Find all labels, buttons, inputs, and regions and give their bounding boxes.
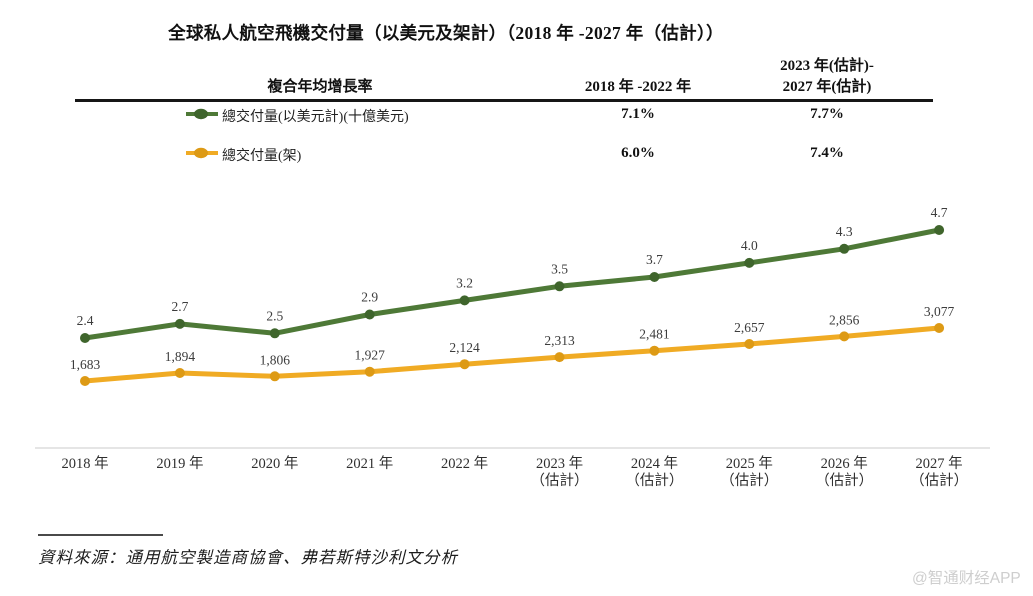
data-label-units: 2,313 [544,333,575,348]
x-axis-label: 2024 年（估計） [625,456,684,489]
data-point-usd [934,225,945,235]
series-line-usd [82,227,942,341]
data-point-units [174,368,185,378]
table-header-period-2-line2: 2027 年(估計) [782,79,872,95]
data-point-usd [744,257,755,268]
x-axis-label: 2021 年 [346,456,394,472]
chart-title: 全球私人航空飛機交付量（以美元及架計）（2018 年 -2027 年（估計）） [168,23,724,43]
data-label-units: 1,927 [355,348,386,363]
data-point-usd [649,272,660,282]
x-axis-label: 2022 年 [441,456,489,472]
x-axis-label: 2023 年（估計） [530,456,589,489]
data-point-units [839,331,850,342]
table-header-period-2: 2023 年(估計)- 2027 年(估計) [727,56,927,98]
watermark: @智通财经APP [912,570,1021,587]
data-label-units: 1,683 [70,357,101,372]
data-label-usd: 3.7 [646,252,663,267]
legend-marker-usd-icon [186,106,218,122]
x-axis-label: 2025 年（估計） [720,456,779,489]
data-label-units: 2,856 [829,312,860,327]
data-label-units: 2,481 [639,327,669,342]
data-point-units [554,352,565,363]
data-point-units [269,371,280,382]
table-header-cagr: 複合年均增長率 [267,79,373,95]
data-label-usd: 3.2 [456,275,473,290]
x-axis-label: 2027 年（估計） [910,456,969,489]
source-note: 資料來源：通用航空製造商協會、弗若斯特沙利文分析 [38,548,458,567]
data-point-units [80,376,90,386]
legend-marker-units-icon [186,145,218,161]
data-label-usd: 2.5 [266,308,283,323]
data-label-units: 2,124 [449,340,480,355]
data-point-units [934,323,945,333]
x-axis-label: 2020 年 [251,456,299,472]
source-divider [38,534,163,536]
data-point-usd [459,295,470,306]
x-axis-label: 2026 年（估計） [815,456,874,489]
data-label-units: 1,894 [165,349,196,364]
data-point-usd [839,243,850,254]
data-point-usd [554,281,565,292]
data-label-usd: 4.0 [741,238,758,253]
cagr-usd-2018-2022: 7.1% [621,106,655,122]
data-label-usd: 2.7 [171,299,188,314]
x-axis-label: 2018 年 [61,456,109,472]
cagr-units-2023-2027: 7.4% [810,145,844,161]
data-label-units: 2,657 [734,320,765,335]
data-label-usd: 4.3 [836,224,853,239]
data-label-usd: 3.5 [551,261,568,276]
cagr-usd-2023-2027: 7.7% [810,106,844,122]
table-header-period-1: 2018 年 -2022 年 [584,79,692,95]
data-point-usd [364,309,375,320]
legend-label-units: 總交付量(架) [222,149,302,164]
data-point-units [364,366,375,377]
data-label-usd: 2.9 [361,290,378,305]
cagr-units-2018-2022: 6.0% [621,145,655,161]
data-point-usd [80,333,90,343]
table-header-period-2-line1: 2023 年(估計)- [780,58,874,74]
legend-label-usd: 總交付量(以美元計)(十億美元) [222,110,409,125]
data-point-units [649,345,660,356]
series-line-units [82,325,942,384]
data-label-units: 1,806 [260,352,291,367]
data-label-usd: 4.7 [931,205,948,220]
data-label-units: 3,077 [924,304,955,319]
data-label-usd: 2.4 [77,313,94,328]
data-point-units [744,339,755,349]
x-axis-label: 2019 年 [156,456,204,472]
data-point-units [459,359,470,370]
table-divider [75,99,933,102]
data-point-usd [174,318,185,329]
data-point-usd [269,328,280,339]
